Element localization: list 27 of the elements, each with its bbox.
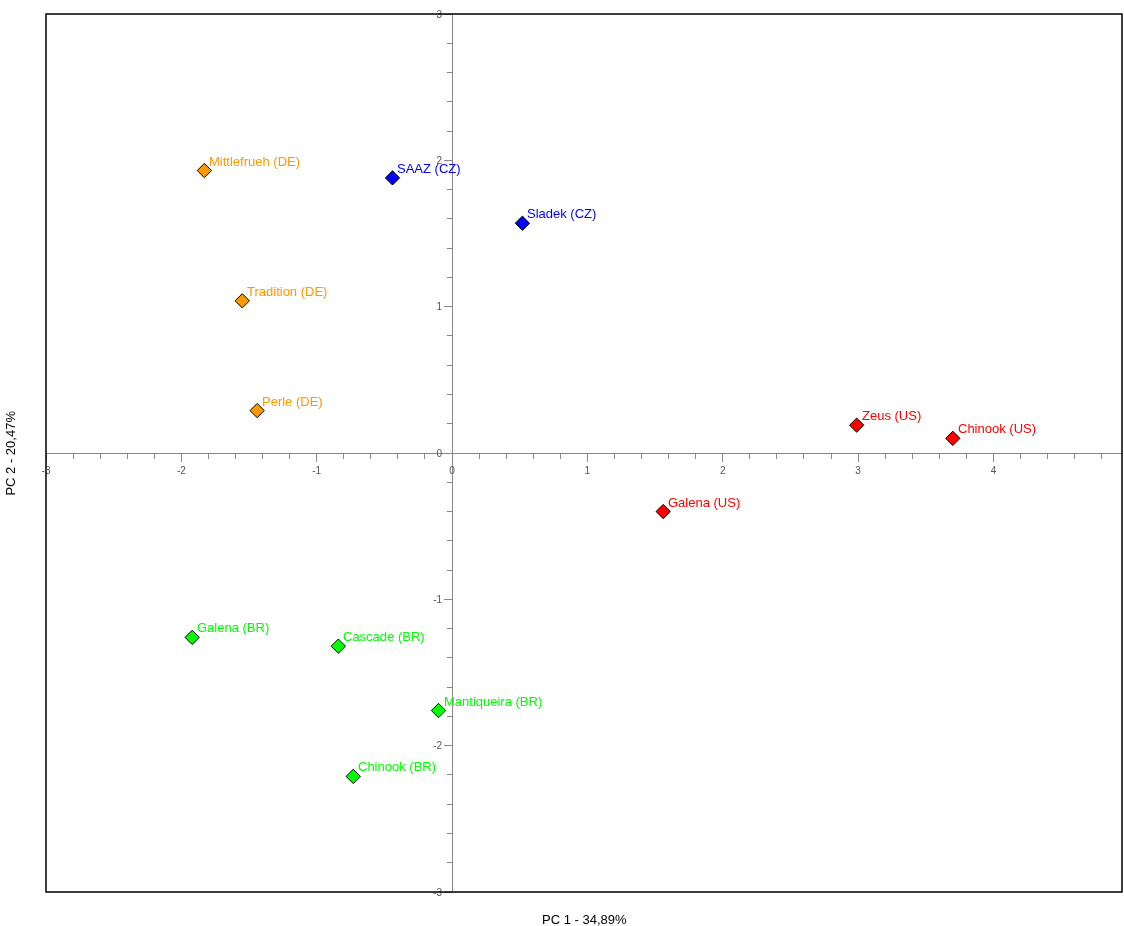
annotation: Cascade (BR) xyxy=(343,629,425,644)
x-tick-label: -2 xyxy=(176,465,187,476)
annotation: Mantiqueira (BR) xyxy=(444,694,543,709)
y-tick-label: 3 xyxy=(436,8,443,20)
annotation: Mittlefrueh (DE) xyxy=(209,154,301,169)
point xyxy=(196,162,212,179)
annotation: Galena (BR) xyxy=(197,620,270,635)
y-tick-label: 1 xyxy=(436,301,443,313)
annotation: Zeus (US) xyxy=(862,408,922,423)
point xyxy=(430,702,447,719)
y-tick-label: 0 xyxy=(436,447,443,459)
y-axis-title: PC 2 - 20,47% xyxy=(2,410,18,496)
point xyxy=(249,402,265,419)
y-tick-label: -2 xyxy=(433,740,443,752)
x-tick-label: -1 xyxy=(312,465,322,476)
x-tick-label: 4 xyxy=(990,465,997,476)
x-tick-label: 3 xyxy=(855,465,862,476)
annotation: Galena (US) xyxy=(668,495,741,510)
y-tick-label: -1 xyxy=(433,593,443,605)
annotation: Sladek (CZ) xyxy=(527,206,597,221)
x-axis-title: PC 1 - 34,89% xyxy=(542,912,627,926)
annotation: Chinook (US) xyxy=(958,421,1037,436)
x-tick-label: 2 xyxy=(719,465,726,476)
annotation: Tradition (DE) xyxy=(247,284,328,299)
x-tick-label: 1 xyxy=(584,465,591,476)
annotation: Chinook (BR) xyxy=(358,759,437,774)
annotation: Perle (DE) xyxy=(262,394,323,409)
